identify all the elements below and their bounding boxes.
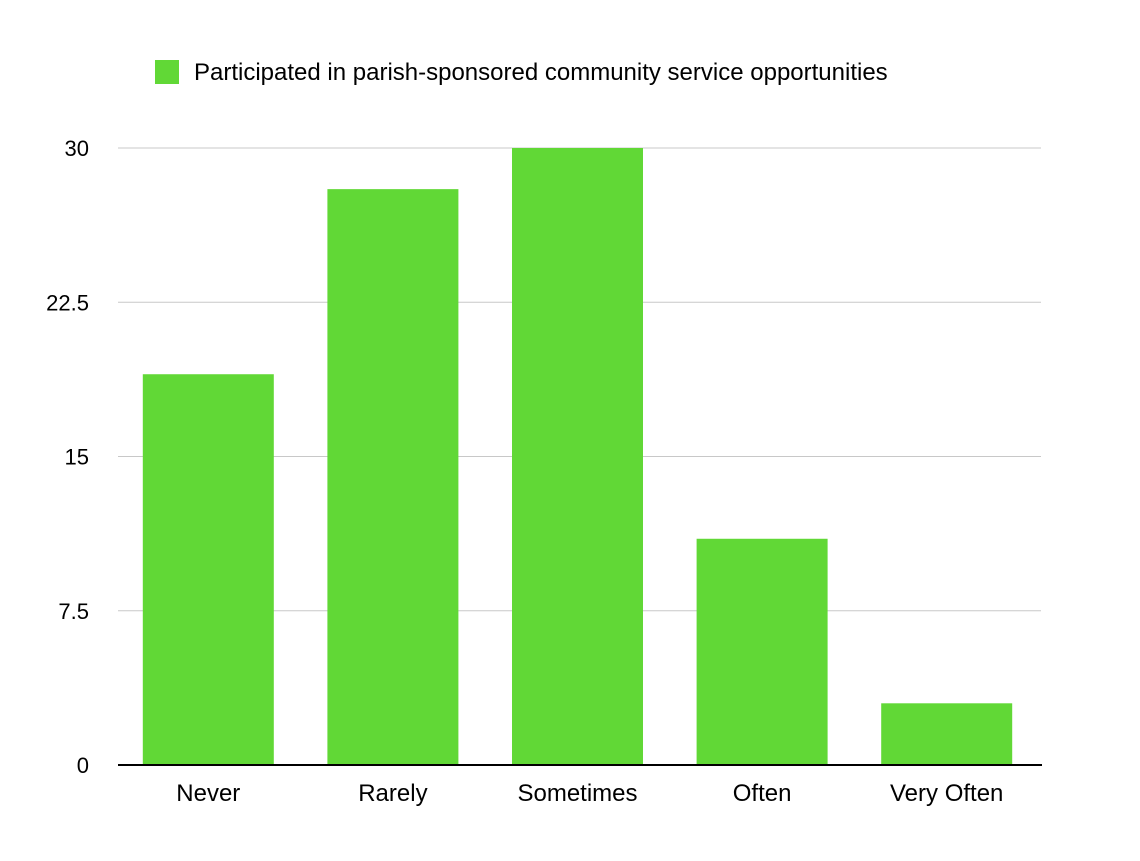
bar-often	[696, 538, 828, 765]
bar-sometimes	[512, 148, 643, 765]
x-tick-label: Often	[733, 780, 792, 807]
x-tick-labels: Never Rarely Sometimes Often Very Often	[176, 780, 1003, 807]
x-tick-label: Rarely	[358, 780, 427, 807]
legend-label: Participated in parish-sponsored communi…	[194, 59, 888, 86]
y-tick-label: 0	[77, 753, 89, 778]
x-tick-label: Never	[176, 780, 240, 807]
bars	[142, 148, 1013, 766]
bar-never	[142, 374, 274, 765]
y-tick-label: 7.5	[58, 599, 89, 624]
y-tick-label: 22.5	[46, 290, 89, 315]
y-tick-labels: 0 7.5 15 22.5 30	[46, 136, 89, 778]
y-tick-label: 15	[65, 445, 89, 470]
x-tick-label: Very Often	[890, 780, 1003, 807]
bar-very-often	[881, 703, 1013, 765]
x-tick-label: Sometimes	[517, 780, 637, 807]
bar-rarely	[327, 189, 459, 766]
legend-swatch	[155, 60, 179, 84]
y-tick-label: 30	[65, 136, 89, 161]
legend: Participated in parish-sponsored communi…	[155, 59, 888, 86]
